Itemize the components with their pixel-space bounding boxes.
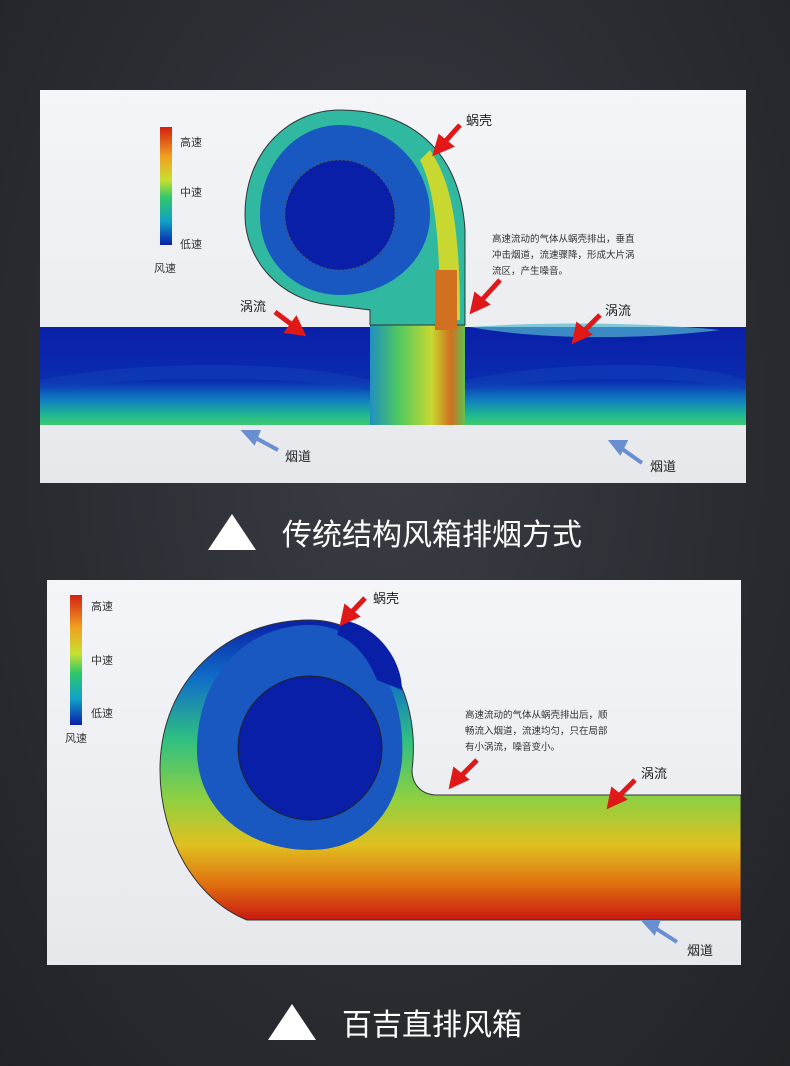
legend-title: 风速 <box>65 732 87 745</box>
legend-mid: 中速 <box>91 654 113 667</box>
label-flue-left: 烟道 <box>285 450 312 465</box>
legend-low: 低速 <box>180 238 202 251</box>
cfd-flow-field-2 <box>70 595 741 944</box>
label-eddy-right: 涡流 <box>605 304 632 319</box>
label-flue-right: 烟道 <box>650 460 677 475</box>
speed-legend-bar <box>70 595 82 725</box>
red-arrows <box>339 596 637 810</box>
cfd-flow-field-1 <box>40 109 746 465</box>
traditional-airbox-cfd-diagram: 高速 中速 低速 风速 蜗壳 涡流 涡流 烟道 烟道 高速流动的气体从蜗壳排出，… <box>40 90 746 483</box>
legend-title: 风速 <box>154 262 176 275</box>
impeller <box>237 675 383 821</box>
triangle-icon <box>208 514 256 550</box>
blue-arrows <box>240 430 644 465</box>
caption-traditional: 传统结构风箱排烟方式 <box>0 510 790 554</box>
label-flue: 烟道 <box>687 944 714 959</box>
label-eddy-left: 涡流 <box>240 300 267 315</box>
direct-exhaust-airbox-cfd-diagram: 高速 中速 低速 风速 蜗壳 涡流 烟道 高速流动的气体从蜗壳排出后，顺畅流入烟… <box>47 580 741 965</box>
annotation-note: 高速流动的气体从蜗壳排出，垂直冲击烟道，流速骤降，形成大片涡流区，产生噪音。 <box>492 234 635 277</box>
impeller <box>284 159 396 271</box>
caption-text: 传统结构风箱排烟方式 <box>282 518 582 553</box>
triangle-icon <box>268 1004 316 1040</box>
label-volute: 蜗壳 <box>466 114 493 129</box>
label-eddy: 涡流 <box>641 767 668 782</box>
label-volute: 蜗壳 <box>373 592 400 607</box>
speed-legend-bar <box>160 127 172 245</box>
legend-low: 低速 <box>91 707 113 720</box>
caption-direct-exhaust: 百吉直排风箱 <box>0 1000 790 1044</box>
annotation-note: 高速流动的气体从蜗壳排出后，顺畅流入烟道，流速均匀，只在局部有小涡流，噪音变小。 <box>465 710 608 753</box>
blue-arrows <box>640 920 679 944</box>
legend-high: 高速 <box>91 600 113 613</box>
legend-mid: 中速 <box>180 186 202 199</box>
caption-text: 百吉直排风箱 <box>342 1008 522 1043</box>
legend-high: 高速 <box>180 136 202 149</box>
red-arrows <box>273 123 602 345</box>
